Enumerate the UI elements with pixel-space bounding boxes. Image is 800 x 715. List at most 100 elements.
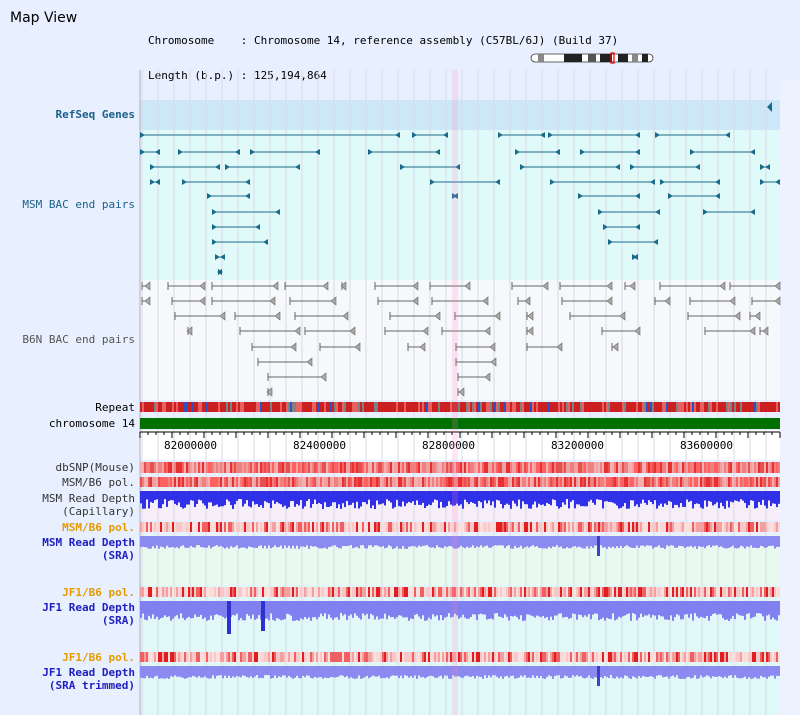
dbsnp-cell	[306, 462, 308, 473]
repeat-block	[778, 402, 780, 412]
msm-pol-cell	[368, 477, 370, 487]
msm-cap-depth-bar	[146, 491, 148, 500]
repeat-block	[146, 402, 148, 412]
msm-pol-cell	[360, 477, 362, 487]
dbsnp-cell	[646, 462, 648, 473]
dbsnp-cell	[558, 462, 560, 473]
msm-pol2-cell	[654, 522, 656, 532]
jf1-depth-bar	[578, 601, 580, 615]
jf1-pol2-cell	[520, 652, 522, 662]
repeat-block	[216, 402, 218, 412]
dbsnp-cell	[640, 462, 642, 473]
repeat-block	[634, 402, 636, 412]
jf1-depth-bar	[488, 601, 490, 619]
arrow-mark	[634, 326, 641, 336]
msm-pol-cell	[338, 477, 340, 487]
msm-cap-depth-bar	[600, 491, 602, 500]
jf1-trim-depth-bar	[770, 666, 772, 676]
jf1-pol2-cell	[622, 652, 624, 662]
msm-sra-depth-bar	[176, 536, 178, 548]
track-label-msm-bac[interactable]: MSM BAC end pairs	[22, 198, 135, 211]
dbsnp-cell	[366, 462, 368, 473]
jf1-pol2-cell	[476, 652, 478, 662]
msm-pol-cell	[650, 477, 652, 487]
repeat-block	[194, 402, 196, 412]
jf1-trim-depth-bar	[512, 666, 514, 676]
msm-pol2-cell	[404, 522, 406, 532]
jf1-pol-cell	[452, 587, 454, 597]
arrow-mark	[412, 296, 419, 306]
jf1-trim-depth-bar	[468, 666, 470, 677]
repeat-block	[756, 402, 758, 412]
jf1-pol-cell	[706, 587, 708, 597]
msm-sra-depth-bar	[742, 536, 744, 547]
jf1-pol-cell	[426, 587, 428, 597]
jf1-pol2-cell	[550, 652, 552, 662]
msm-pol-cell	[554, 477, 556, 487]
dbsnp-cell	[340, 462, 342, 473]
dbsnp-cell	[334, 462, 336, 473]
jf1-depth-bar	[404, 601, 406, 618]
msm-cap-depth-bar	[666, 491, 668, 505]
msm-pol-cell	[462, 477, 464, 487]
msm-pol-cell	[640, 477, 642, 487]
jf1-trim-depth-bar	[762, 666, 764, 678]
jf1-trim-depth-bar	[768, 666, 770, 677]
msm-pol-cell	[722, 477, 724, 487]
repeat-block	[672, 402, 674, 412]
msm-sra-depth-bar	[320, 536, 322, 549]
msm-pol-cell	[776, 477, 778, 487]
msm-pol-cell	[226, 477, 228, 487]
repeat-block	[208, 402, 210, 412]
jf1-depth-bar	[706, 601, 708, 616]
jf1-depth-bar	[530, 601, 532, 616]
jf1-pol-cell	[412, 587, 414, 597]
track-label-refseq[interactable]: RefSeq Genes	[55, 108, 135, 121]
msm-cap-depth-bar	[526, 491, 528, 505]
jf1-trim-depth-bar	[440, 666, 442, 676]
jf1-pol2-cell	[598, 652, 600, 662]
msm-cap-depth-bar	[258, 491, 260, 507]
jf1-trim-depth-bar	[596, 666, 598, 678]
arrow-mark	[349, 326, 356, 336]
jf1-trim-depth-bar	[530, 666, 532, 678]
repeat-block	[242, 402, 244, 412]
dbsnp-cell	[398, 462, 400, 473]
msm-pol2-cell	[406, 522, 408, 532]
dbsnp-cell	[700, 462, 702, 473]
dbsnp-cell	[452, 462, 454, 473]
repeat-block	[244, 402, 246, 412]
chromosome-ideogram[interactable]	[528, 52, 658, 64]
jf1-trim-depth-bar	[268, 666, 270, 676]
repeat-block	[736, 402, 738, 412]
jf1-trim-depth-bar	[422, 666, 424, 677]
msm-pol2-cell	[340, 522, 342, 532]
arrow-mark	[606, 281, 613, 291]
jf1-pol-cell	[570, 587, 572, 597]
jf1-pol2-cell	[322, 652, 324, 662]
jf1-trim-depth-bar	[218, 666, 220, 676]
dbsnp-cell	[660, 462, 662, 473]
jf1-pol-cell	[274, 587, 276, 597]
dbsnp-cell	[264, 462, 266, 473]
jf1-depth-bar	[740, 601, 742, 616]
msm-pol-cell	[740, 477, 742, 487]
dbsnp-cell	[214, 462, 216, 473]
msm-pol-cell	[366, 477, 368, 487]
repeat-block	[260, 402, 262, 412]
msm-cap-depth-bar	[628, 491, 630, 509]
msm-cap-depth-bar	[356, 491, 358, 502]
msm-sra-depth-bar	[148, 536, 150, 549]
msm-sra-depth-bar	[378, 536, 380, 547]
repeat-block	[348, 402, 350, 412]
jf1-trim-depth-bar	[288, 666, 290, 676]
jf1-pol2-cell	[504, 652, 506, 662]
track-label-b6n-bac[interactable]: B6N BAC end pairs	[22, 333, 135, 346]
jf1-pol-cell	[290, 587, 292, 597]
jf1-depth-bar	[536, 601, 538, 616]
msm-pol2-cell	[750, 522, 752, 532]
msm-pol2-cell	[638, 522, 640, 532]
jf1-depth-bar	[680, 601, 682, 620]
jf1-pol2-cell	[652, 652, 654, 662]
jf1-pol-cell	[750, 587, 752, 597]
